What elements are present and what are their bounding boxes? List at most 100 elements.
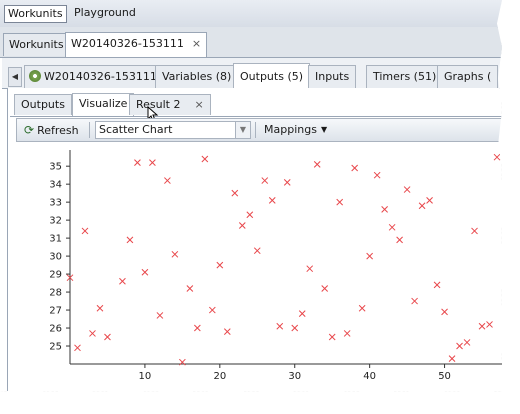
x-tick-label: 20 [213,371,226,382]
close-icon[interactable]: × [194,98,204,111]
data-point-stroke [149,159,156,166]
detail-tab-bar: ◀ W20140326-153111 Variables (8) Outputs… [2,58,502,89]
y-tick-label: 26 [49,324,62,335]
tab-workunit-summary[interactable]: W20140326-153111 [24,65,164,88]
data-point-stroke [493,153,501,161]
tab-outputs[interactable]: Outputs (5) [233,63,311,89]
data-point [216,261,224,269]
tab-timers[interactable]: Timers (51) [366,65,444,88]
toolbar-divider [255,122,256,138]
data-point [208,306,216,314]
data-point-stroke [134,159,141,166]
y-tick-label: 34 [49,180,62,191]
data-point [193,324,201,332]
data-point [328,333,336,341]
y-tick-label: 25 [49,342,62,353]
data-point-stroke [426,196,433,204]
chevron-down-icon[interactable]: ▼ [235,122,250,138]
data-point-stroke [253,247,261,255]
menu-item-workunits[interactable]: Workunits [4,5,67,23]
tab-graphs[interactable]: Graphs ( [437,65,499,88]
x-tick-label: 10 [139,371,152,382]
data-point [448,355,456,362]
data-point [186,285,194,292]
data-point-stroke [126,236,134,244]
x-tick-label: 40 [363,371,376,382]
data-point-stroke [291,324,299,332]
data-point-stroke [471,227,478,235]
chart-type-value: Scatter Chart [99,123,173,136]
data-point-stroke [268,196,276,204]
data-point-stroke [223,328,231,335]
data-point [351,164,359,172]
data-point-stroke [298,310,306,318]
data-point-stroke [276,322,284,330]
data-point-stroke [366,252,374,260]
tab-workunits[interactable]: Workunits [3,33,70,56]
menu-item-playground[interactable]: Playground [74,6,136,19]
data-point [426,196,433,204]
data-point [261,177,269,184]
data-point [141,268,149,276]
refresh-button[interactable]: ⟳ Refresh [21,121,82,139]
data-point-stroke [351,164,359,172]
data-point [253,247,261,255]
data-point [411,297,418,305]
tab-workunit-active[interactable]: W20140326-153111 × [65,32,208,57]
data-point [119,277,126,285]
data-point [403,186,411,193]
tab-outputs-list[interactable]: Outputs [14,94,72,115]
data-point-stroke [216,261,224,269]
data-point [81,227,89,235]
tab-result-2-label: Result 2 [136,98,181,111]
close-icon[interactable]: × [191,37,202,50]
data-point [171,250,179,258]
data-point-stroke [441,308,448,316]
data-point [74,344,81,352]
data-point-stroke [179,358,186,366]
scroll-left-icon[interactable]: ◀ [8,67,22,87]
data-point [223,328,231,335]
tab-inputs[interactable]: Inputs [308,65,357,88]
data-point-stroke [74,344,81,352]
data-point [201,155,209,163]
y-tick-label: 32 [49,216,62,227]
data-point-stroke [66,274,74,282]
chart-toolbar: ⟳ Refresh Scatter Chart ▼ Mappings ▼ [16,118,502,142]
data-point-stroke [336,198,344,206]
data-point [366,252,374,260]
data-point-stroke [246,211,254,219]
x-tick-label: 50 [438,371,451,382]
data-point [291,324,299,332]
tab-visualize[interactable]: Visualize [72,93,135,116]
data-point [268,196,276,204]
data-point-stroke [381,205,388,213]
chevron-down-icon: ▼ [320,125,328,134]
tab-variables[interactable]: Variables (8) [155,65,239,88]
tab-workunit-label: W20140326-153111 [71,37,184,50]
data-point-stroke [478,322,486,330]
scatter-chart: 25 26 27 28 29 30 31 32 33 34 35 10 20 30 40 50 [49,150,502,382]
tab-result-2[interactable]: Result 2 × [129,94,211,115]
data-point [321,285,329,292]
chart-axes: 25 26 27 28 29 30 31 32 33 34 35 10 20 30 40 50 [49,150,502,382]
data-point [89,330,96,337]
data-point [126,236,134,244]
top-menu-bar: Workunits Playground [0,0,502,28]
data-point-stroke [306,265,314,273]
output-tab-bar: Outputs Visualize Result 2 × [10,90,502,117]
data-point [134,159,141,166]
data-point-stroke [89,330,96,337]
mappings-button[interactable]: Mappings ▼ [261,121,330,139]
data-point-stroke [403,186,411,193]
data-point-stroke [164,177,171,184]
data-point-stroke [418,202,426,210]
data-point [388,223,396,231]
data-point-stroke [343,330,351,337]
data-point-stroke [456,342,463,350]
data-point [396,236,403,244]
chart-type-select[interactable]: Scatter Chart ▼ [95,121,251,139]
toolbar-divider [89,122,90,138]
data-point-stroke [388,223,396,231]
data-point [298,310,306,318]
